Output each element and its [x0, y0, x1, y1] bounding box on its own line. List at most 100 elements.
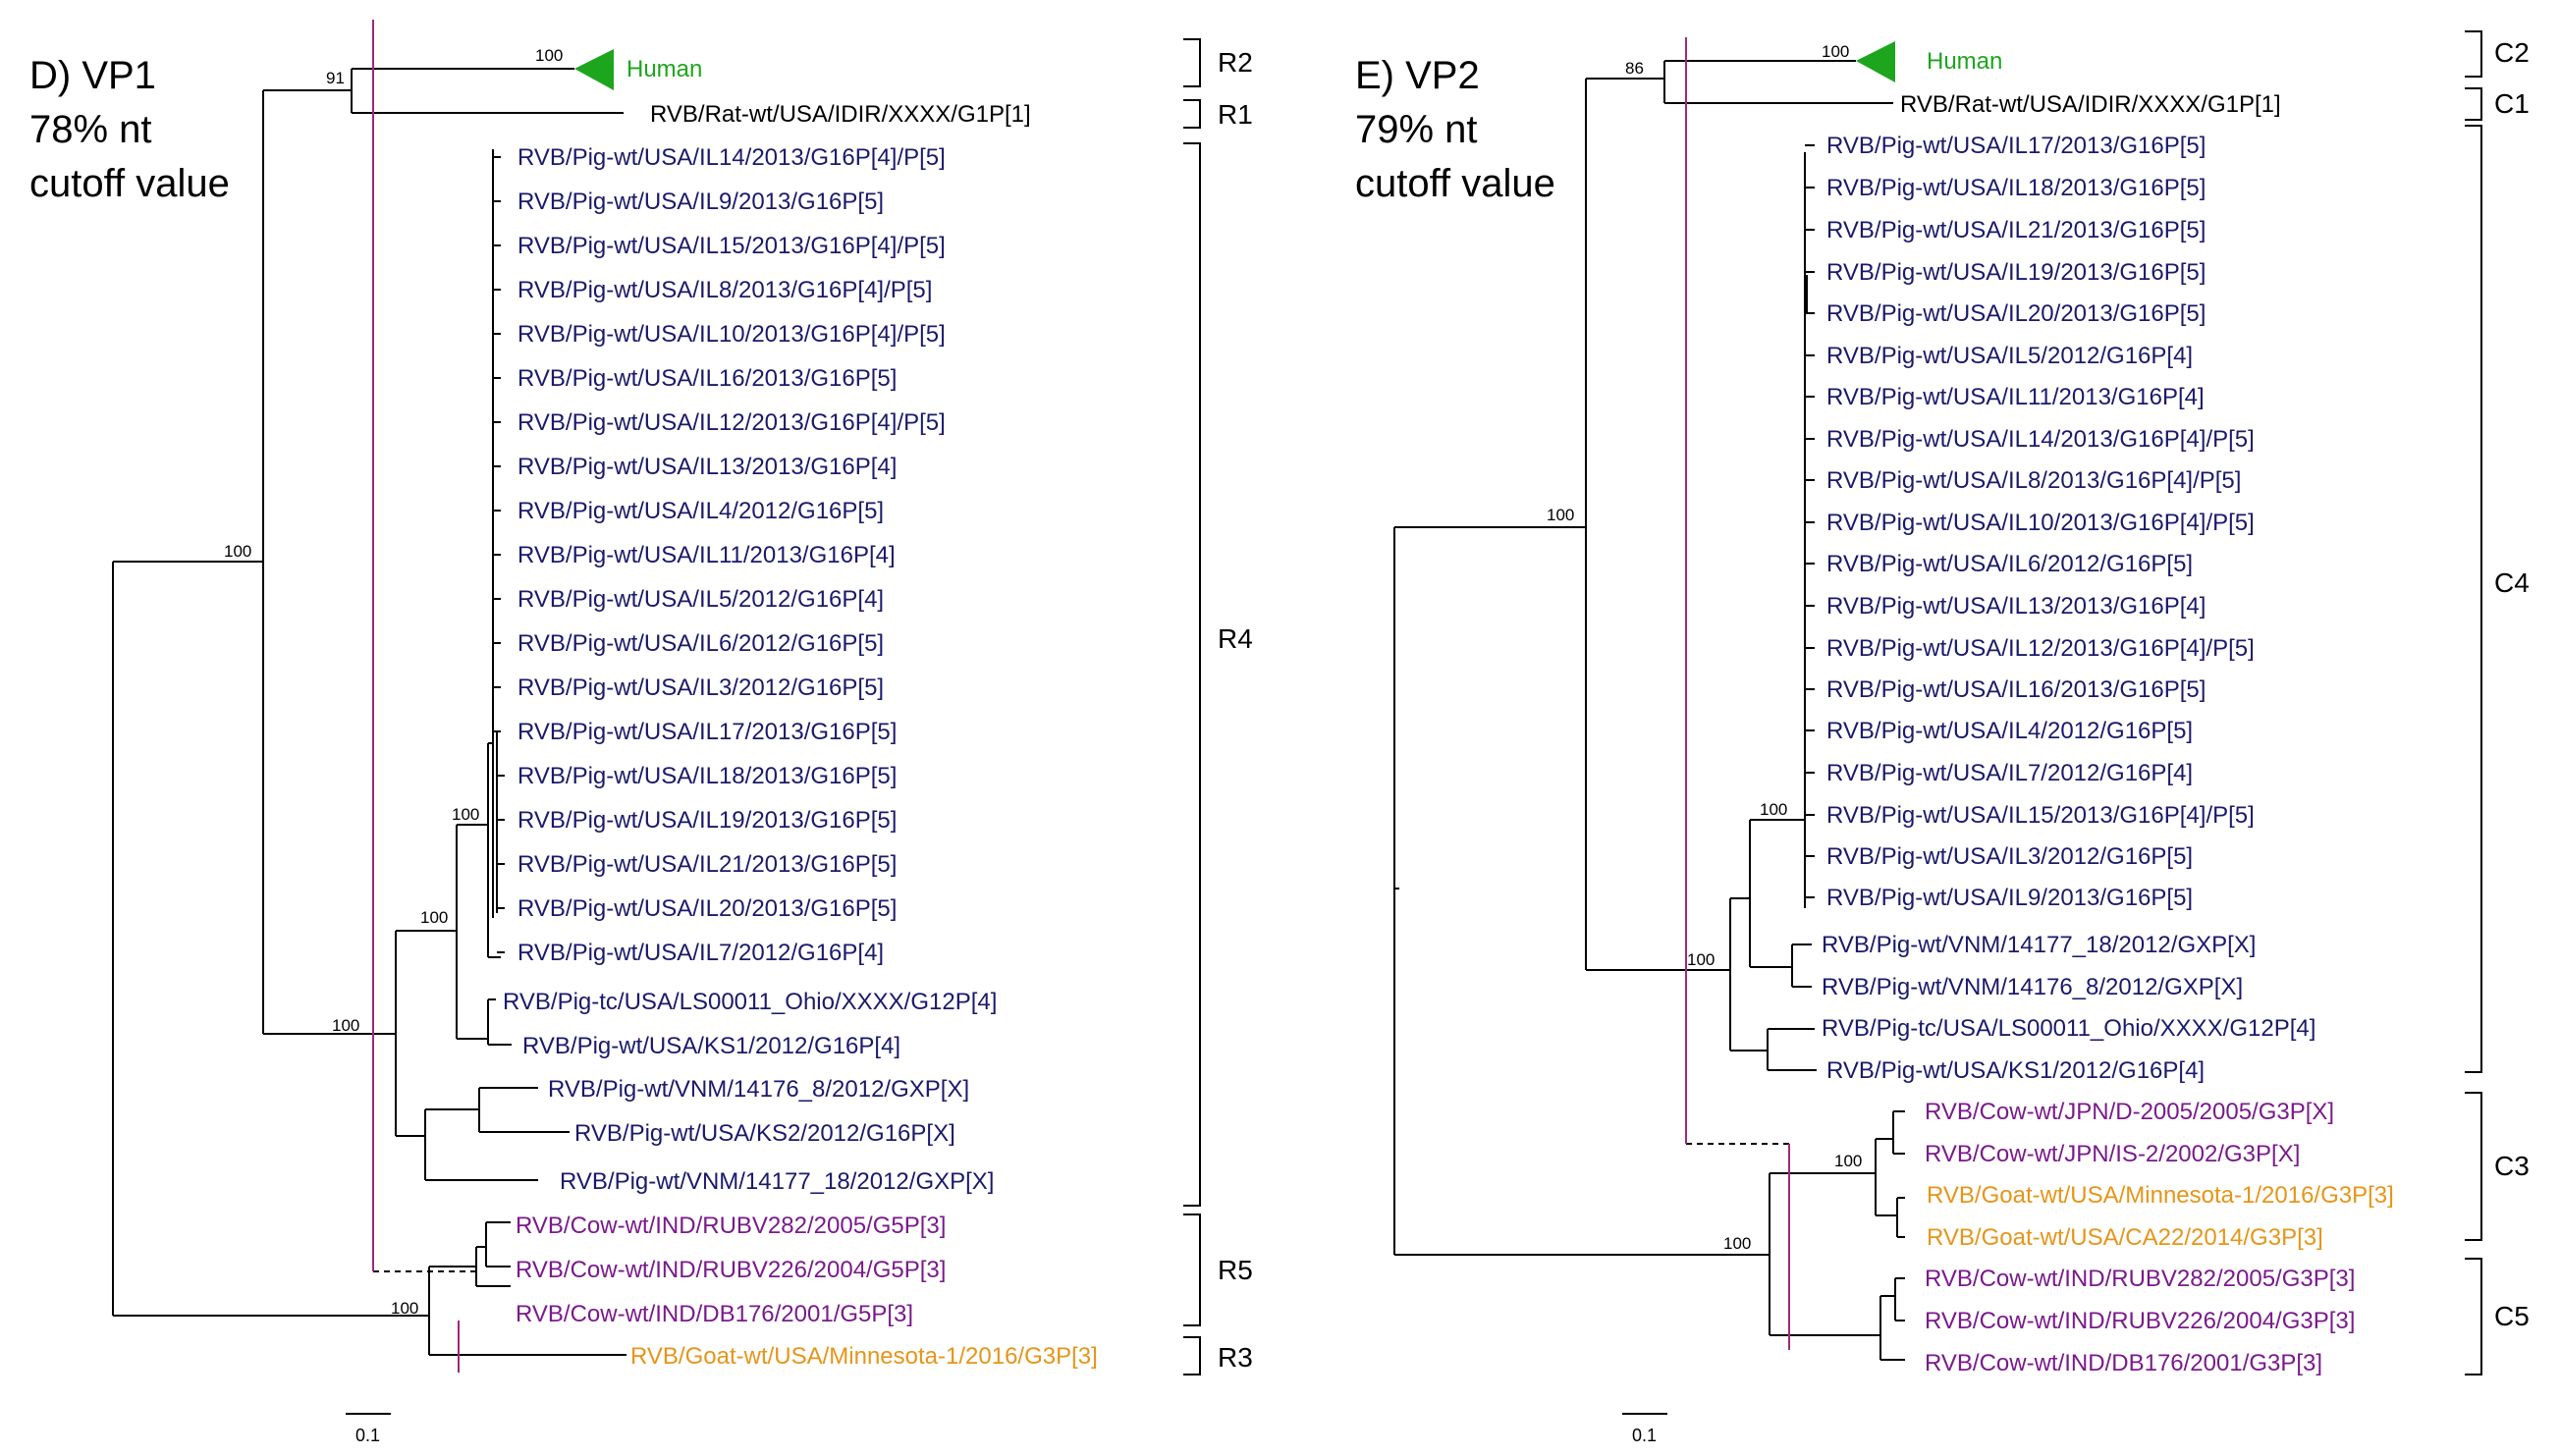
vp2-taxon-label: RVB/Pig-wt/USA/IL20/2013/G16P[5]	[1826, 300, 2206, 327]
vp2-taxon-label: RVB/Cow-wt/IND/RUBV282/2005/G3P[3]	[1925, 1266, 2355, 1292]
vp1-taxon-label: RVB/Pig-wt/VNM/14176_8/2012/GXP[X]	[548, 1076, 969, 1103]
vp2-bootstrap-value: 100	[1834, 1152, 1862, 1170]
vp2-taxon-label: RVB/Pig-wt/USA/IL7/2012/G16P[4]	[1826, 760, 2193, 786]
vp1-pig-sub	[456, 824, 488, 1040]
vp1-clade-label: R2	[1218, 47, 1253, 78]
vp1-bracket-r4	[1183, 142, 1201, 1207]
vp1-root-children	[113, 561, 429, 1317]
vp1-clade-label: R1	[1218, 99, 1253, 130]
vp1-taxon-label: RVB/Pig-wt/USA/IL20/2013/G16P[5]	[517, 895, 897, 922]
vp2-taxon-label: RVB/Cow-wt/JPN/IS-2/2002/G3P[X]	[1925, 1141, 2300, 1167]
vp1-taxon-label: RVB/Pig-wt/USA/IL16/2013/G16P[5]	[517, 365, 897, 392]
vp1-vnm-node	[424, 1108, 538, 1181]
vp1-leaf-ticks	[493, 156, 505, 953]
vp2-rat-human-node	[1663, 60, 1893, 104]
vp2-clade-brackets: C2 C1 C4 C3 C5	[2465, 30, 2530, 1375]
vp1-ks2-node	[478, 1087, 570, 1133]
vp1-tree-branches	[112, 68, 626, 1356]
vp1-taxon-label: RVB/Pig-tc/USA/LS00011_Ohio/XXXX/G12P[4]	[503, 989, 997, 1015]
vp2-taxon-label: RVB/Pig-wt/USA/IL9/2013/G16P[5]	[1826, 885, 2193, 911]
vp1-taxon-label: RVB/Goat-wt/USA/Minnesota-1/2016/G3P[3]	[630, 1343, 1098, 1370]
vp2-taxon-label: RVB/Pig-wt/USA/IL13/2013/G16P[4]	[1826, 593, 2206, 620]
vp2-cutoff-percent: 79% nt	[1355, 108, 1478, 151]
vp1-bracket-r3	[1183, 1336, 1201, 1375]
vp2-leaf-ticks	[1805, 144, 1815, 898]
vp2-taxon-label: RVB/Pig-wt/USA/IL12/2013/G16P[4]/P[5]	[1826, 635, 2255, 662]
vp2-taxon-label: RVB/Pig-wt/USA/IL8/2013/G16P[4]/P[5]	[1826, 467, 2241, 494]
vp1-taxon-label: RVB/Pig-wt/USA/IL12/2013/G16P[4]/P[5]	[517, 409, 946, 436]
vp2-bovine-node	[1769, 1172, 1880, 1336]
vp2-taxon-label: RVB/Cow-wt/IND/DB176/2001/G3P[3]	[1925, 1350, 2322, 1376]
vp2-taxon-label: RVB/Pig-wt/USA/IL18/2013/G16P[5]	[1826, 175, 2206, 201]
vp2-bootstrap-value: 100	[1822, 42, 1849, 61]
vp1-taxon-label: RVB/Rat-wt/USA/IDIR/XXXX/G1P[1]	[650, 101, 1031, 128]
vp2-bootstrap-values: 86 100 100 100 100 100 100	[1547, 42, 1862, 1253]
vp2-bracket-c3	[2465, 1092, 2482, 1241]
vp2-c3-goat-node	[1896, 1197, 1905, 1238]
vp1-taxon-label: RVB/Cow-wt/IND/RUBV226/2004/G5P[3]	[516, 1257, 946, 1283]
vp1-bovine-goat-node	[428, 1267, 626, 1356]
vp2-taxon-label: RVB/Pig-wt/USA/KS1/2012/G16P[4]	[1826, 1057, 2205, 1084]
vp2-cutoff-caption: cutoff value	[1355, 162, 1555, 205]
vp2-bootstrap-value: 100	[1687, 950, 1715, 969]
vp2-root-children	[1394, 526, 1770, 1256]
vp2-scale-label: 0.1	[1632, 1426, 1657, 1445]
vp2-bracket-c2	[2465, 30, 2482, 78]
vp1-bootstrap-value: 100	[224, 542, 251, 561]
vp2-clade-label: C4	[2494, 567, 2530, 598]
vp2-taxon-label: RVB/Goat-wt/USA/CA22/2014/G3P[3]	[1927, 1224, 2323, 1251]
vp2-bootstrap-value: 100	[1760, 800, 1787, 819]
vp1-bootstrap-value: 100	[452, 805, 479, 824]
vp2-taxon-label: RVB/Pig-tc/USA/LS00011_Ohio/XXXX/G12P[4]	[1822, 1015, 2315, 1042]
vp2-c5-node	[1879, 1295, 1905, 1361]
vp2-clade-label: C2	[2494, 37, 2530, 68]
vp2-taxon-label: RVB/Pig-wt/USA/IL16/2013/G16P[5]	[1826, 676, 2206, 703]
vp2-bracket-c4	[2465, 125, 2482, 1073]
vp1-human-label: Human	[626, 56, 702, 82]
vp1-taxon-label: RVB/Pig-wt/USA/IL6/2012/G16P[5]	[517, 630, 884, 657]
vp1-scale-label: 0.1	[355, 1426, 380, 1445]
vp2-taxon-label: RVB/Pig-wt/USA/IL14/2013/G16P[4]/P[5]	[1826, 426, 2255, 453]
vp2-clade-label: C3	[2494, 1151, 2530, 1181]
vp2-pig-node	[1729, 897, 1768, 1052]
vp1-taxon-label: RVB/Pig-wt/USA/IL8/2013/G16P[4]/P[5]	[517, 277, 932, 303]
vp2-bootstrap-value: 100	[1723, 1234, 1751, 1253]
vp2-taxon-label: RVB/Pig-wt/USA/IL5/2012/G16P[4]	[1826, 343, 2193, 369]
vp2-clade-label: C1	[2494, 88, 2530, 119]
vp1-taxon-label: RVB/Pig-wt/USA/IL21/2013/G16P[5]	[517, 851, 897, 878]
vp2-taxon-label: RVB/Rat-wt/USA/IDIR/XXXX/G1P[1]	[1900, 91, 2281, 118]
vp1-title: D) VP1	[29, 54, 156, 97]
vp2-taxon-label: RVB/Pig-wt/USA/IL10/2013/G16P[4]/P[5]	[1826, 510, 2255, 536]
vp2-taxa-labels: RVB/Rat-wt/USA/IDIR/XXXX/G1P[1] RVB/Pig-w…	[1822, 91, 2394, 1376]
vp2-taxon-label: RVB/Pig-wt/USA/IL4/2012/G16P[5]	[1826, 718, 2193, 744]
vp1-clade-brackets: R2 R1 R4 R5 R3	[1183, 38, 1253, 1375]
vp1-taxon-label: RVB/Pig-wt/USA/IL13/2013/G16P[4]	[517, 454, 897, 480]
vp2-taxon-label: RVB/Goat-wt/USA/Minnesota-1/2016/G3P[3]	[1927, 1182, 2394, 1209]
vp2-panel: E) VP2 79% nt cutoff value Human	[1355, 30, 2530, 1445]
vp1-taxa-labels: RVB/Rat-wt/USA/IDIR/XXXX/G1P[1] RVB/Pig-w…	[503, 101, 1098, 1370]
vp1-bracket-r1	[1183, 99, 1201, 129]
vp1-taxon-label: RVB/Pig-wt/USA/IL14/2013/G16P[4]/P[5]	[517, 144, 946, 171]
vp2-taxon-label: RVB/Pig-wt/USA/IL3/2012/G16P[5]	[1826, 843, 2193, 870]
vp2-taxon-label: RVB/Cow-wt/JPN/D-2005/2005/G3P[X]	[1925, 1099, 2334, 1125]
vp1-bootstrap-value: 100	[332, 1016, 359, 1035]
vp1-cutoff-percent: 78% nt	[29, 108, 152, 151]
vp1-taxon-label: RVB/Pig-wt/USA/KS2/2012/G16P[X]	[574, 1120, 955, 1147]
vp1-taxon-label: RVB/Pig-wt/USA/IL11/2013/G16P[4]	[517, 542, 896, 568]
vp2-taxon-label: RVB/Pig-wt/USA/IL15/2013/G16P[4]/P[5]	[1826, 802, 2255, 829]
vp2-ls-ks1-node	[1767, 1028, 1817, 1071]
vp2-c5-inner-node	[1894, 1277, 1905, 1321]
vp1-cutoff-caption: cutoff value	[29, 162, 230, 205]
vp2-c3-node	[1875, 1138, 1897, 1216]
vp2-taxon-label: RVB/Pig-wt/USA/IL21/2013/G16P[5]	[1826, 217, 2206, 243]
vp1-taxon-label: RVB/Pig-wt/USA/IL7/2012/G16P[4]	[517, 940, 884, 966]
vp2-taxon-label: RVB/Pig-wt/VNM/14177_18/2012/GXP[X]	[1822, 932, 2256, 958]
vp2-vnm-node	[1791, 944, 1812, 988]
vp2-bracket-c5	[2465, 1258, 2482, 1375]
vp1-taxon-label: RVB/Pig-wt/USA/IL10/2013/G16P[4]/P[5]	[517, 321, 946, 348]
vp2-taxon-label: RVB/Pig-wt/USA/IL6/2012/G16P[5]	[1826, 551, 2193, 577]
vp1-panel: D) VP1 78% nt cutoff value	[29, 20, 1253, 1445]
vp1-bootstrap-values: 91 100 100 100 100 100 100	[224, 46, 563, 1318]
vp1-clade-label: R4	[1218, 623, 1253, 654]
